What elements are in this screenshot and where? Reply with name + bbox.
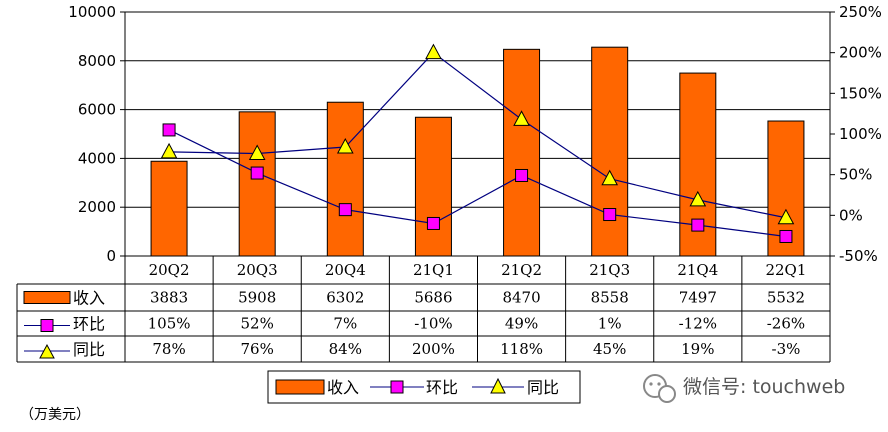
bar-20Q4 xyxy=(326,101,364,257)
cell-收入-21Q2: 8470 xyxy=(502,289,540,307)
watermark-text: 微信号: touchweb xyxy=(683,376,845,398)
cell-环比-21Q3: 1% xyxy=(598,315,622,333)
cell-环比-20Q4: 7% xyxy=(333,315,357,333)
cell-收入-20Q4: 6302 xyxy=(326,289,364,307)
left-tick-label: 8000 xyxy=(78,52,116,70)
bar-21Q1 xyxy=(414,116,452,257)
wechat-icon xyxy=(643,374,676,403)
table-header-20Q3: 20Q3 xyxy=(237,261,278,279)
legend-label-qoq: 环比 xyxy=(426,378,458,397)
table-header-21Q2: 21Q2 xyxy=(501,261,542,279)
left-tick-label: 10000 xyxy=(68,3,116,21)
cell-同比-21Q4: 19% xyxy=(681,340,714,358)
right-tick-label: 100% xyxy=(839,125,882,143)
row-key-bar xyxy=(23,291,71,304)
marker-同比-21Q3 xyxy=(601,169,619,186)
cell-同比-21Q2: 118% xyxy=(500,340,543,358)
cell-同比-21Q1: 200% xyxy=(412,340,455,358)
cell-环比-20Q2: 105% xyxy=(148,315,191,333)
left-tick-label: 4000 xyxy=(78,149,116,167)
row-key-marker xyxy=(39,343,55,359)
marker-同比-21Q4 xyxy=(689,190,707,207)
legend-label-yoy: 同比 xyxy=(527,378,559,397)
marker-同比-21Q1 xyxy=(425,43,442,60)
right-tick-label: 250% xyxy=(839,3,882,21)
cell-收入-21Q3: 8558 xyxy=(591,289,629,307)
unit-note: （万美元） xyxy=(20,407,90,423)
cell-收入-20Q2: 3883 xyxy=(150,289,188,307)
table-header-20Q2: 20Q2 xyxy=(149,261,190,279)
grid-lines xyxy=(125,11,830,257)
marker-环比-20Q4 xyxy=(338,203,352,217)
legend-label-revenue: 收入 xyxy=(327,378,359,397)
marker-环比-20Q2 xyxy=(162,123,176,137)
marker-同比-22Q1 xyxy=(777,208,795,225)
cell-同比-22Q1: -3% xyxy=(772,340,801,358)
marker-环比-22Q1 xyxy=(779,229,793,243)
marker-同比-20Q2 xyxy=(160,142,178,159)
cell-环比-21Q4: -12% xyxy=(679,315,717,333)
table-header-20Q4: 20Q4 xyxy=(325,261,366,279)
bar-series xyxy=(150,46,805,257)
legend-key-yoy xyxy=(490,377,506,394)
cell-环比-22Q1: -26% xyxy=(767,315,805,333)
row-label: 环比 xyxy=(73,315,105,334)
legend: 收入 环比 同比 xyxy=(267,370,581,404)
data-table: 20Q2 20Q3 20Q4 21Q1 21Q2 21Q3 21Q4 22Q1 收入 3883 59… xyxy=(16,255,831,363)
table-header-21Q4: 21Q4 xyxy=(677,261,718,279)
cell-环比-21Q1: -10% xyxy=(414,315,452,333)
table-header-22Q1: 22Q1 xyxy=(765,261,806,279)
bar-20Q2 xyxy=(150,160,188,257)
table-header-21Q3: 21Q3 xyxy=(589,261,630,279)
line-series xyxy=(160,43,795,243)
bar-20Q3 xyxy=(238,111,276,257)
cell-同比-20Q3: 76% xyxy=(241,340,274,358)
table-header-21Q1: 21Q1 xyxy=(413,261,454,279)
cell-收入-22Q1: 5532 xyxy=(767,289,805,307)
legend-key-qoq xyxy=(390,380,404,394)
bar-21Q3 xyxy=(591,46,629,257)
left-tick-label: 0 xyxy=(106,247,116,265)
row-label: 收入 xyxy=(73,289,105,308)
cell-同比-20Q2: 78% xyxy=(152,340,185,358)
marker-环比-21Q4 xyxy=(691,218,705,232)
marker-同比-20Q4 xyxy=(336,137,354,154)
cell-收入-20Q3: 5908 xyxy=(238,289,276,307)
bar-21Q2 xyxy=(503,48,541,257)
right-tick-label: 0% xyxy=(839,206,863,224)
right-tick-label: -50% xyxy=(839,247,878,265)
left-tick-label: 2000 xyxy=(78,198,116,216)
marker-环比-21Q2 xyxy=(515,168,529,182)
right-tick-label: 200% xyxy=(839,44,882,62)
cell-同比-20Q4: 84% xyxy=(329,340,362,358)
left-tick-label: 6000 xyxy=(78,101,116,119)
cell-收入-21Q1: 5686 xyxy=(414,289,452,307)
marker-同比-21Q2 xyxy=(513,110,530,126)
marker-同比-20Q3 xyxy=(248,144,266,161)
marker-环比-20Q3 xyxy=(250,166,264,180)
legend-key-revenue xyxy=(275,379,325,395)
marker-环比-21Q3 xyxy=(603,208,617,222)
row-label: 同比 xyxy=(73,340,105,359)
right-tick-label: 50% xyxy=(839,166,872,184)
axis-ticks: 10000 8000 6000 4000 2000 0 250% 200% 150% 100% 50… xyxy=(68,3,882,265)
line-同比 xyxy=(169,51,787,219)
marker-环比-21Q1 xyxy=(426,216,440,230)
row-key-marker xyxy=(40,319,54,332)
cell-环比-20Q3: 52% xyxy=(241,315,274,333)
watermark: 微信号: touchweb xyxy=(643,374,845,403)
cell-收入-21Q4: 7497 xyxy=(679,289,717,307)
cell-环比-21Q2: 49% xyxy=(505,315,538,333)
plot-frame xyxy=(124,12,831,256)
right-tick-label: 150% xyxy=(839,84,882,102)
line-环比 xyxy=(168,129,787,238)
cell-同比-21Q3: 45% xyxy=(593,340,626,358)
